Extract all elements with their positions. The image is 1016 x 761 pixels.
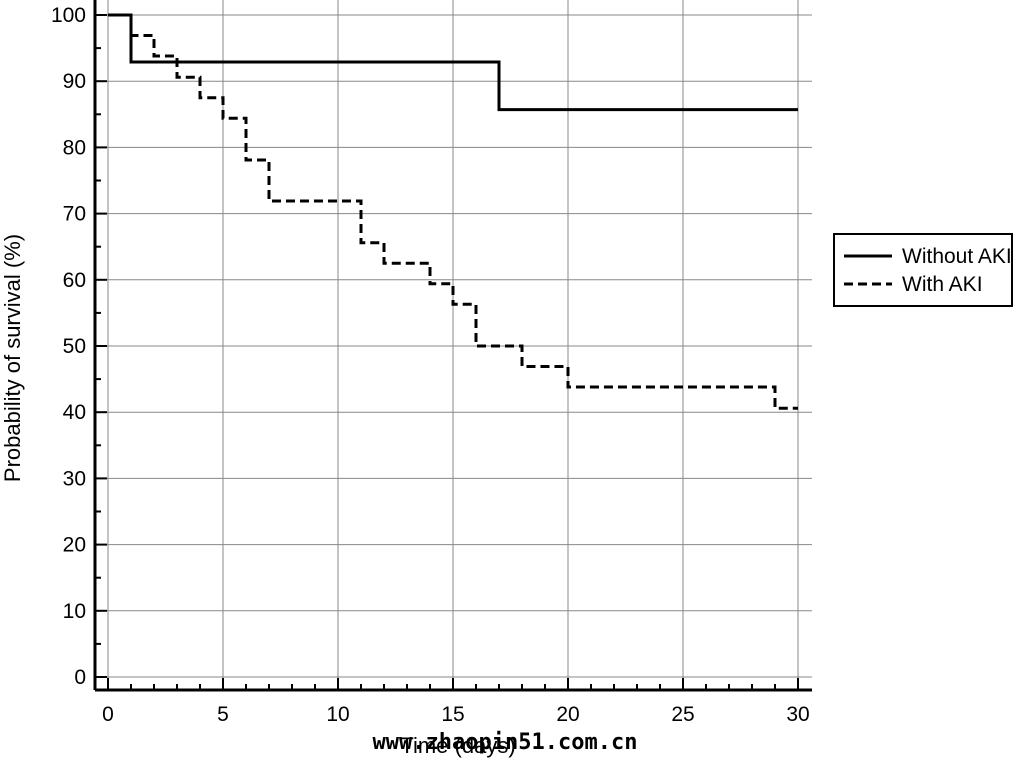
- y-tick-label-70: 70: [63, 203, 86, 226]
- x-axis-title: Time (days): [400, 733, 515, 758]
- series-line-with-aki: [108, 13, 798, 410]
- x-tick-label-25: 25: [671, 703, 694, 726]
- legend-box: [833, 233, 1013, 307]
- y-tick-label-80: 80: [63, 136, 86, 159]
- y-tick-label-40: 40: [63, 401, 86, 424]
- y-tick-label-10: 10: [63, 600, 86, 623]
- y-tick-label-50: 50: [63, 335, 86, 358]
- grid: [95, 0, 812, 690]
- legend-label-without-aki: Without AKI: [902, 245, 1012, 268]
- watermark-text: www.zhaopin51.com.cn: [373, 730, 638, 755]
- x-tick-label-0: 0: [102, 703, 114, 726]
- y-tick-label-90: 90: [63, 70, 86, 93]
- legend-label-with-aki: With AKI: [902, 273, 983, 296]
- y-tick-label-100: 100: [51, 4, 86, 27]
- y-tick-label-0: 0: [74, 666, 86, 689]
- series: [108, 13, 798, 410]
- legend: Without AKI With AKI: [833, 233, 1013, 307]
- x-tick-label-20: 20: [556, 703, 579, 726]
- x-tick-label-15: 15: [441, 703, 464, 726]
- x-tick-label-5: 5: [217, 703, 229, 726]
- x-tick-label-10: 10: [326, 703, 349, 726]
- y-tick-label-20: 20: [63, 534, 86, 557]
- axes: [93, 0, 812, 692]
- y-axis-title: Probability of survival (%): [0, 234, 25, 482]
- tick-labels: 0 10 20 30 40 50 60 70 80 90 100 0 5 10 15 20 25 30: [51, 4, 810, 726]
- y-tick-label-60: 60: [63, 269, 86, 292]
- x-tick-label-30: 30: [786, 703, 809, 726]
- y-tick-label-30: 30: [63, 467, 86, 490]
- minor-ticks: [95, 14, 799, 690]
